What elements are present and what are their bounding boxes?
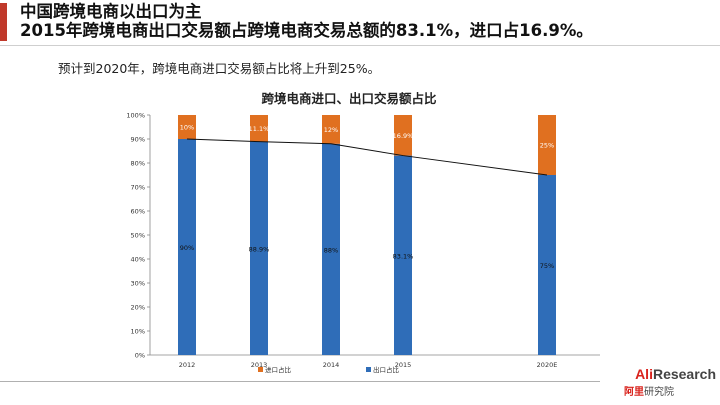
y-tick-label: 100% (126, 112, 145, 120)
bar-import (322, 115, 340, 144)
bar-export (538, 175, 556, 355)
data-label-export: 75% (540, 262, 554, 270)
logo-research-text: Research (652, 366, 716, 382)
data-label-export: 88.9% (249, 245, 270, 253)
y-tick-label: 40% (131, 256, 145, 264)
aliresearch-logo: AliResearch 阿里研究院 (620, 366, 716, 402)
legend-swatch (258, 367, 263, 372)
title-accent-bar (0, 3, 7, 41)
bar-import (394, 115, 412, 156)
logo-cn-text: 研究院 (644, 387, 674, 398)
bar-export (394, 155, 412, 355)
export-trend-line (186, 138, 548, 176)
chart-title: 跨境电商进口、出口交易额占比 (261, 91, 437, 106)
y-tick-labels: 0% 10% 20% 30% 40% 50% 60% 70% 80% 90% 100% (126, 112, 150, 360)
bottom-divider (0, 381, 600, 382)
data-label-export: 88% (324, 246, 338, 254)
legend-label: 进口占比 (265, 365, 292, 374)
legend-swatch (366, 367, 371, 372)
y-tick-label: 50% (131, 232, 145, 240)
logo-cn-red-text: 阿里 (624, 387, 644, 398)
bars: 90% 10% 88.9% 11.1% 88% 12% 83.1% 16.9% 75% 25% (178, 115, 556, 355)
trend-line-group (186, 138, 548, 176)
bar-import (250, 115, 268, 142)
bar-export (178, 139, 196, 355)
y-tick-label: 0% (135, 352, 145, 360)
logo-ali-text: Ali (635, 366, 653, 382)
y-tick-label: 30% (131, 280, 145, 288)
legend-label: 出口占比 (373, 365, 400, 374)
data-label-import: 16.9% (393, 132, 414, 140)
slide-subtitle: 预计到2020年，跨境电商进口交易额占比将上升到25%。 (58, 61, 381, 76)
y-tick-label: 20% (131, 304, 145, 312)
y-tick-label: 90% (131, 136, 145, 144)
x-tick-label: 2012 (179, 361, 196, 369)
data-label-export: 90% (180, 244, 194, 252)
bar-export (322, 143, 340, 355)
slide-title-line2: 2015年跨境电商出口交易额占跨境电商交易总额的83.1%，进口占16.9%。 (20, 21, 593, 40)
data-label-import: 10% (180, 124, 194, 132)
bar-import (538, 115, 556, 175)
top-divider (0, 45, 720, 46)
data-label-import: 11.1% (249, 125, 270, 133)
x-tick-labels: 2012 2013 2014 2015 2020E (179, 361, 558, 369)
x-tick-label: 2015 (395, 361, 412, 369)
y-tick-label: 10% (131, 328, 145, 336)
bar-import (178, 115, 196, 139)
data-label-import: 25% (540, 142, 554, 150)
y-tick-label: 80% (131, 160, 145, 168)
y-tick-label: 60% (131, 208, 145, 216)
x-tick-label: 2013 (251, 361, 268, 369)
x-tick-label: 2020E (537, 361, 558, 369)
bar-export (250, 141, 268, 355)
slide-title: 中国跨境电商以出口为主 (20, 2, 202, 21)
y-tick-label: 70% (131, 184, 145, 192)
x-tick-label: 2014 (323, 361, 340, 369)
legend: 进口占比 出口占比 (258, 365, 400, 374)
data-label-import: 12% (324, 126, 338, 134)
data-label-export: 83.1% (393, 252, 414, 260)
